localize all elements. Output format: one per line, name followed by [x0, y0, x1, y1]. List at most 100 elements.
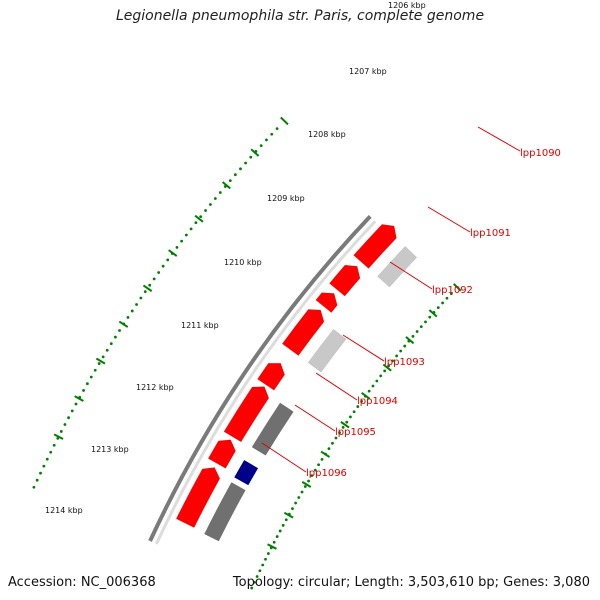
- ruler-dot-outer: [275, 127, 279, 130]
- ruler-dot-outer: [70, 409, 74, 413]
- ruler-dot-outer: [126, 316, 130, 319]
- tick-label-1213: 1213 kbp: [91, 445, 129, 454]
- feature-block: [315, 292, 338, 313]
- feature-block: [251, 402, 294, 456]
- ruler-dot-inner: [307, 479, 310, 483]
- tick-label-1211: 1211 kbp: [181, 321, 219, 330]
- backbone-line-inner: [155, 220, 377, 545]
- ruler-dot-outer: [157, 271, 161, 274]
- ruler-dot-inner: [261, 563, 265, 567]
- ruler-tick-inner: [320, 450, 331, 458]
- ruler-dot-inner: [441, 301, 445, 305]
- ruler-tick-outer: [74, 395, 84, 402]
- ruler-dot-inner: [360, 400, 363, 403]
- gene-label-lpp1094: lpp1094: [357, 396, 398, 407]
- ruler-dot-outer: [184, 233, 188, 237]
- gene-label-lpp1091: lpp1091: [470, 228, 511, 239]
- feature-tracks: [175, 224, 418, 542]
- ruler-dot-outer: [265, 138, 268, 142]
- ruler-dot-outer: [166, 258, 170, 262]
- tick-label-1207: 1207 kbp: [349, 67, 387, 76]
- ruler-dot-outer: [233, 173, 237, 177]
- ruler-tick-inner: [428, 309, 438, 318]
- ruler-dot-outer: [101, 355, 105, 359]
- feature-block: [257, 362, 286, 391]
- feature-block: [204, 482, 246, 542]
- feature-block: [175, 467, 221, 528]
- ruler-tick-outer: [53, 433, 64, 440]
- ruler-tick-outer: [95, 357, 106, 365]
- ruler-dot-outer: [239, 167, 242, 171]
- ruler-dot-inner: [445, 296, 449, 300]
- ruler-dot-inner: [436, 306, 440, 310]
- backbone-line-outer: [148, 215, 372, 542]
- ruler-dot-outer: [209, 203, 212, 206]
- ruler-tick-inner: [301, 481, 312, 488]
- ruler-dot-inner: [367, 389, 371, 393]
- ruler-dot-inner: [320, 457, 324, 461]
- ruler-dot-outer: [130, 309, 134, 313]
- feature-block: [233, 459, 259, 486]
- ruler-dot-inner: [255, 575, 259, 578]
- ruler-dot-outer: [228, 179, 232, 183]
- ruler-dot-outer: [35, 478, 39, 482]
- ruler-dot-outer: [135, 303, 138, 306]
- ruler-dot-outer: [74, 402, 78, 406]
- ruler-dot-outer: [148, 283, 152, 287]
- ruler-dot-outer: [180, 239, 184, 243]
- feature-block: [329, 264, 361, 297]
- tick-label-1209: 1209 kbp: [267, 194, 305, 203]
- ruler-dot-outer: [259, 144, 263, 148]
- ruler-dot-inner: [264, 557, 267, 561]
- ruler-dot-inner: [327, 447, 331, 451]
- ruler-dot-outer: [204, 209, 207, 212]
- ruler-dot-inner: [331, 441, 334, 445]
- ruler-dot-inner: [284, 518, 288, 522]
- ruler-tick-inner: [361, 392, 371, 400]
- ruler-dot-inner: [266, 552, 270, 555]
- ruler-dot-outer: [45, 457, 49, 461]
- ruler-dot-inner: [341, 426, 345, 429]
- ruler-dot-inner: [411, 334, 415, 338]
- tick-labels: 1206 kbp 1207 kbp 1208 kbp 1209 kbp 1210…: [45, 1, 426, 515]
- ruler-dot-outer: [118, 329, 121, 332]
- ruler-dot-inner: [300, 490, 304, 494]
- accession-text: Accession: NC_006368: [8, 575, 156, 590]
- ruler-dot-inner: [449, 292, 453, 296]
- label-line-lpp1090: [477, 126, 521, 152]
- ruler-dot-outer: [82, 389, 85, 392]
- ruler-dot-outer: [175, 245, 179, 249]
- ruler-dot-outer: [63, 423, 67, 426]
- ruler-dot-outer: [67, 416, 70, 420]
- ruler-dot-inner: [383, 369, 387, 373]
- ruler-dot-outer: [194, 221, 198, 225]
- ruler-dot-outer: [93, 368, 97, 372]
- ruler-dot-outer: [270, 132, 274, 136]
- ruler-dot-inner: [258, 569, 262, 573]
- feature-block: [353, 224, 397, 269]
- ruler-dot-outer: [49, 450, 53, 454]
- ruler-dot-inner: [303, 485, 307, 488]
- topology-text: Topology: circular; Length: 3,503,610 bp…: [232, 575, 590, 590]
- gene-label-lpp1090: lpp1090: [520, 148, 561, 159]
- ruler-dot-outer: [42, 464, 46, 468]
- ruler-dot-inner: [371, 384, 375, 388]
- ruler-dot-inner: [399, 349, 403, 353]
- gene-label-lpp1093: lpp1093: [384, 357, 425, 368]
- ruler-dot-inner: [428, 315, 432, 319]
- ruler-dot-inner: [415, 330, 419, 333]
- ruler-dot-outer: [139, 296, 143, 300]
- feature-block: [307, 328, 347, 373]
- ruler-tick-inner: [453, 283, 462, 292]
- ruler-dot-inner: [375, 379, 379, 383]
- ruler-dot-outer: [32, 485, 36, 489]
- ruler-tick-outer: [250, 148, 260, 157]
- gene-label-lpp1096: lpp1096: [306, 468, 347, 479]
- ruler-tick-inner: [283, 511, 294, 519]
- ruler-dot-outer: [85, 382, 89, 386]
- gene-label-lpp1095: lpp1095: [335, 427, 376, 438]
- ruler-dot-outer: [249, 155, 253, 159]
- ruler-dot-inner: [338, 431, 341, 435]
- ruler-dot-outer: [109, 342, 113, 346]
